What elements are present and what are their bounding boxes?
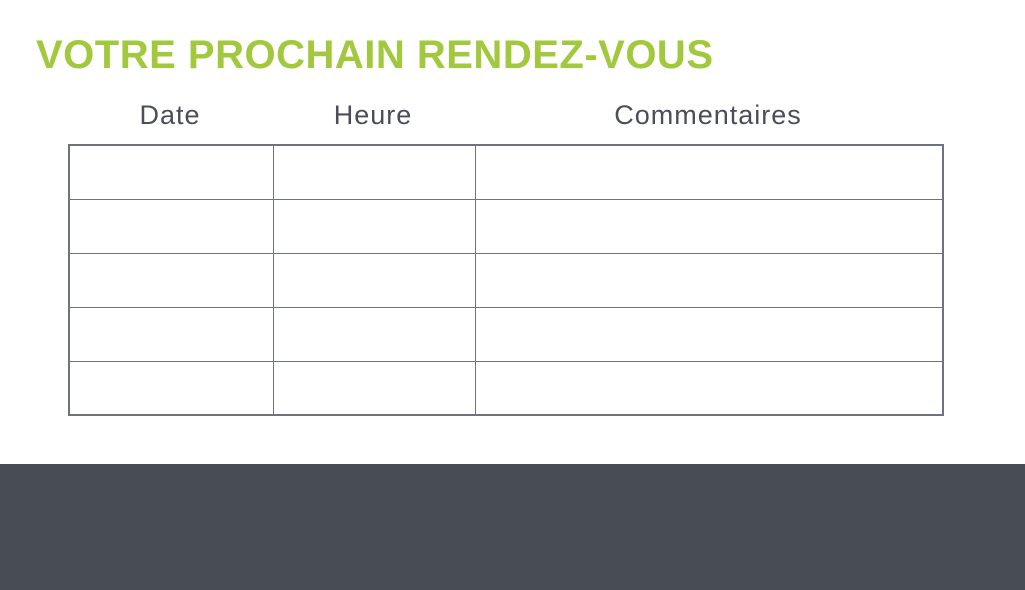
table-row: [68, 144, 944, 200]
table-row: [68, 198, 944, 254]
table-row: [68, 360, 944, 416]
table-row: [68, 252, 944, 308]
appointments-table: [68, 144, 944, 416]
cell-commentaires: [474, 306, 944, 362]
cell-heure: [272, 360, 476, 416]
cell-heure: [272, 144, 476, 200]
cell-date: [68, 306, 274, 362]
column-header-date: Date: [139, 100, 201, 130]
cell-commentaires: [474, 144, 944, 200]
cell-date: [68, 198, 274, 254]
cell-date: [68, 252, 274, 308]
column-header-commentaires: Commentaires: [614, 100, 802, 130]
cell-commentaires: [474, 198, 944, 254]
cell-heure: [272, 198, 476, 254]
table-body: [68, 144, 944, 416]
column-header-heure: Heure: [333, 100, 413, 130]
cell-heure: [272, 252, 476, 308]
cell-heure: [272, 306, 476, 362]
page-title: VOTRE PROCHAIN RENDEZ-VOUS: [36, 33, 714, 77]
table-row: [68, 306, 944, 362]
cell-date: [68, 360, 274, 416]
cell-date: [68, 144, 274, 200]
footer-bar: [0, 464, 1025, 590]
cell-commentaires: [474, 360, 944, 416]
cell-commentaires: [474, 252, 944, 308]
table-header-row: Date Heure Commentaires: [68, 100, 942, 131]
